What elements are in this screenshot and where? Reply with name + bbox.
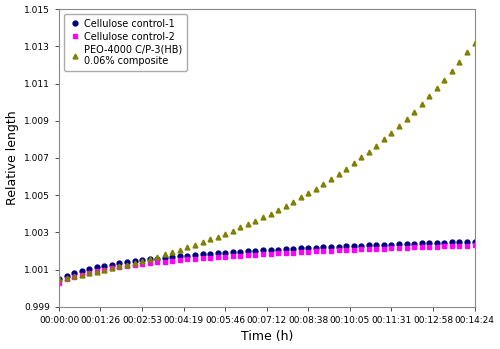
Cellulose control-1 [472,240,478,244]
Cellulose control-2 [313,249,319,253]
Cellulose control-2 [56,281,62,285]
Cellulose control-1 [64,274,70,278]
PEO-4000 C/P-3(HB)
0.06% composite [207,237,213,242]
Cellulose control-2 [290,251,296,255]
PEO-4000 C/P-3(HB)
0.06% composite [472,40,478,45]
Cellulose control-2 [64,277,70,282]
Cellulose control-1 [56,277,62,281]
PEO-4000 C/P-3(HB)
0.06% composite [64,275,70,280]
Cellulose control-1 [313,246,319,250]
Line: Cellulose control-2: Cellulose control-2 [56,243,477,285]
Cellulose control-1 [290,247,296,251]
Cellulose control-2 [374,247,380,251]
PEO-4000 C/P-3(HB)
0.06% composite [313,186,319,191]
Line: Cellulose control-1: Cellulose control-1 [56,239,477,281]
PEO-4000 C/P-3(HB)
0.06% composite [374,143,380,148]
Cellulose control-2 [328,248,334,253]
PEO-4000 C/P-3(HB)
0.06% composite [290,200,296,204]
Legend: Cellulose control-1, Cellulose control-2, PEO-4000 C/P-3(HB)
0.06% composite: Cellulose control-1, Cellulose control-2… [64,14,188,71]
PEO-4000 C/P-3(HB)
0.06% composite [56,277,62,281]
Y-axis label: Relative length: Relative length [6,111,18,205]
Cellulose control-2 [472,243,478,247]
Cellulose control-1 [328,245,334,249]
PEO-4000 C/P-3(HB)
0.06% composite [328,177,334,181]
Cellulose control-2 [207,255,213,260]
Cellulose control-1 [374,243,380,247]
Line: PEO-4000 C/P-3(HB)
0.06% composite: PEO-4000 C/P-3(HB) 0.06% composite [56,40,477,281]
Cellulose control-1 [207,252,213,256]
X-axis label: Time (h): Time (h) [240,331,293,343]
